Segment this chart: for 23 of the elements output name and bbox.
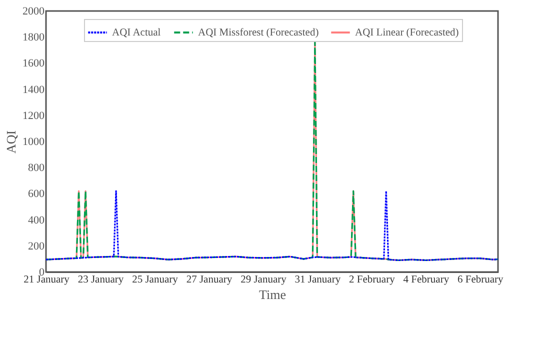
x-tick-label: 4 February — [403, 274, 450, 286]
y-tick-label: 600 — [28, 188, 45, 200]
y-tick-label: 400 — [28, 214, 45, 226]
x-tick-label: 25 January — [132, 274, 179, 286]
x-tick-label: 2 February — [349, 274, 396, 286]
legend-label: AQI Missforest (Forecasted) — [198, 28, 320, 38]
y-tick-label: 800 — [28, 162, 45, 174]
y-tick-label: 1400 — [22, 84, 45, 96]
y-axis-title: AQI — [4, 130, 18, 154]
y-tick-label: 2000 — [22, 6, 45, 18]
x-tick-label: 23 January — [78, 274, 124, 286]
legend-label: AQI Actual — [112, 28, 161, 38]
x-tick-label: 6 February — [458, 274, 504, 286]
x-tick-label: 29 January — [240, 274, 288, 286]
y-tick-label: 1200 — [22, 110, 45, 122]
y-tick-label: 200 — [28, 240, 45, 252]
x-tick-label: 31 January — [294, 274, 342, 286]
y-tick-label: 1600 — [22, 58, 45, 70]
y-tick-label: 1000 — [22, 136, 45, 148]
y-tick-label: 1800 — [22, 32, 45, 44]
x-tick-label: 27 January — [186, 274, 233, 286]
legend-label: AQI Linear (Forecasted) — [355, 28, 460, 38]
x-axis-title: Time — [259, 287, 286, 302]
